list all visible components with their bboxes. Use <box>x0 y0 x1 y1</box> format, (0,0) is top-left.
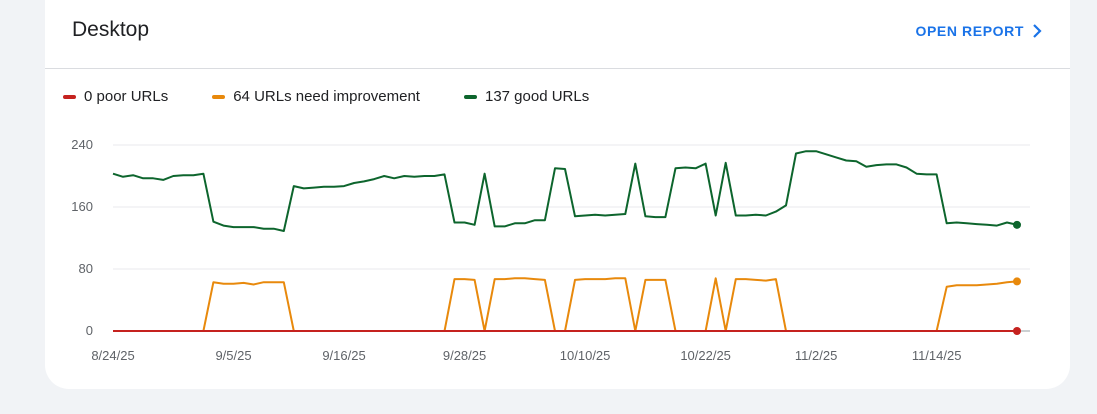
legend-label-poor: 0 poor URLs <box>84 88 169 105</box>
line-chart: 0 80 160 240 8/24/25 9/5/25 9/16/25 9/28/25 10/1… <box>71 137 1030 363</box>
x-tick-label-2: 9/16/25 <box>322 348 365 363</box>
x-tick-label-3: 9/28/25 <box>443 348 486 363</box>
legend-item-good[interactable]: 137 good URLs <box>463 88 590 105</box>
card-title: Desktop <box>72 18 150 41</box>
legend-label-good: 137 good URLs <box>484 88 590 105</box>
series-line-0 <box>112 150 1018 232</box>
legend-swatch-good <box>463 94 477 99</box>
x-tick-label-0: 8/24/25 <box>91 348 134 363</box>
x-tick-label-4: 10/10/25 <box>560 348 611 363</box>
chart-legend: 0 poor URLs 64 URLs need improvement 137… <box>63 88 633 105</box>
x-tick-label-5: 10/22/25 <box>680 348 731 363</box>
open-report-label: OPEN REPORT <box>915 23 1024 39</box>
chevron-right-icon <box>1032 24 1042 38</box>
y-tick-label-0: 0 <box>86 323 93 338</box>
legend-label-need-improvement: 64 URLs need improvement <box>233 88 420 105</box>
series-end-point-1 <box>1013 277 1021 286</box>
x-tick-label-6: 11/2/25 <box>795 348 837 363</box>
card-header: Desktop OPEN REPORT <box>45 0 1070 69</box>
y-tick-label-160: 160 <box>71 199 93 214</box>
y-tick-label-240: 240 <box>71 137 93 152</box>
legend-item-need-improvement[interactable]: 64 URLs need improvement <box>212 88 420 105</box>
desktop-card: Desktop OPEN REPORT 0 poor URLs 64 URLs … <box>45 0 1070 389</box>
series-line-1 <box>113 277 1018 332</box>
x-tick-label-1: 9/5/25 <box>215 348 251 363</box>
legend-item-poor[interactable]: 0 poor URLs <box>63 88 168 105</box>
legend-swatch-poor <box>63 94 76 99</box>
y-tick-label-80: 80 <box>79 261 93 276</box>
x-tick-label-7: 11/14/25 <box>912 348 962 363</box>
open-report-button[interactable]: OPEN REPORT <box>915 23 1042 39</box>
legend-swatch-need-improvement <box>212 94 226 99</box>
series-end-point-0 <box>1013 220 1021 229</box>
series-end-point-2 <box>1013 327 1021 335</box>
